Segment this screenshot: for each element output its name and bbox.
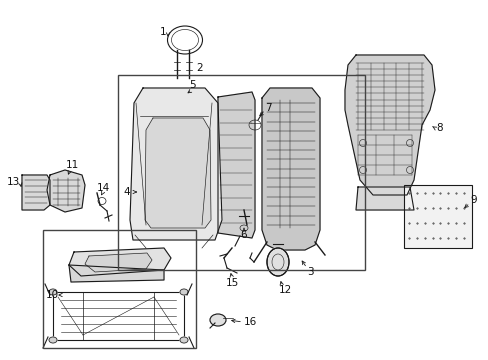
Ellipse shape [266, 248, 288, 276]
Text: 9: 9 [470, 195, 476, 205]
Text: 7: 7 [264, 103, 271, 113]
Polygon shape [130, 88, 222, 240]
Polygon shape [355, 187, 413, 210]
Ellipse shape [180, 337, 187, 343]
Text: 10: 10 [45, 290, 59, 300]
Polygon shape [262, 88, 319, 250]
Polygon shape [218, 92, 254, 238]
Text: 16: 16 [243, 317, 256, 327]
Text: 8: 8 [436, 123, 443, 133]
Ellipse shape [209, 314, 225, 326]
Text: 1: 1 [160, 27, 166, 37]
Polygon shape [69, 248, 171, 276]
Polygon shape [145, 118, 210, 228]
Polygon shape [69, 265, 163, 282]
Text: 2: 2 [196, 63, 203, 73]
Ellipse shape [180, 289, 187, 295]
Text: 3: 3 [306, 267, 313, 277]
Text: 12: 12 [278, 285, 291, 295]
Ellipse shape [49, 337, 57, 343]
Text: 11: 11 [65, 160, 79, 170]
Ellipse shape [49, 289, 57, 295]
Text: 13: 13 [6, 177, 20, 187]
Text: 14: 14 [96, 183, 109, 193]
Bar [403, 185, 471, 248]
Bar [43, 230, 196, 348]
Polygon shape [47, 170, 85, 212]
Text: 15: 15 [225, 278, 238, 288]
Text: 5: 5 [189, 80, 196, 90]
Polygon shape [85, 253, 152, 272]
Bar [118, 75, 364, 270]
Text: 6: 6 [240, 230, 247, 240]
Text: 4: 4 [123, 187, 130, 197]
Polygon shape [345, 55, 434, 195]
Polygon shape [22, 175, 50, 210]
